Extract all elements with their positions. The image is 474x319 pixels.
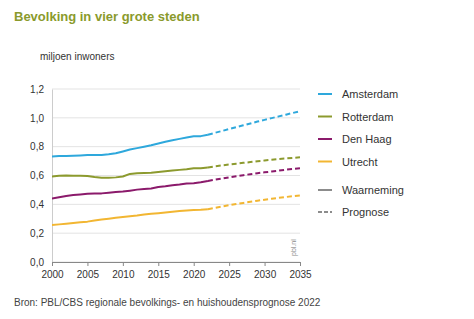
x-tick-label: 2005: [77, 269, 100, 280]
grid-line: [52, 117, 300, 118]
x-tick-mark: [158, 262, 159, 266]
legend-swatch: [318, 189, 332, 191]
grid: [52, 89, 300, 262]
grid-line: [52, 233, 300, 234]
x-tick-label: 2010: [112, 269, 135, 280]
x-axis-line: [53, 263, 301, 267]
legend-label: Den Haag: [342, 133, 392, 145]
series-line: [52, 168, 208, 178]
y-tick: 0,8: [30, 141, 52, 152]
grid-line: [52, 146, 300, 147]
x-axis: 2000 2005 2010 2015 2020 2025 2030 2035: [41, 262, 312, 280]
grid-line: [52, 89, 300, 90]
x-tick: 2015: [148, 262, 171, 280]
legend-swatch: [318, 161, 332, 163]
x-tick-mark: [300, 262, 301, 266]
forecast-line: [208, 168, 300, 181]
y-tick-label: 0,6: [30, 170, 44, 181]
source: Bron: PBL/CBS regionale bevolkings- en h…: [14, 297, 321, 308]
x-tick: 2030: [254, 262, 277, 280]
legend-label: Amsterdam: [342, 88, 398, 100]
y-axis-title: miljoen inwoners: [40, 51, 114, 62]
y-tick-label: 1,0: [30, 113, 44, 124]
x-tick-mark: [123, 262, 124, 266]
x-tick: 2020: [183, 262, 206, 280]
x-tick: 2005: [77, 262, 100, 280]
x-tick-mark: [194, 262, 195, 266]
series-line: [52, 181, 208, 198]
grid-line: [52, 204, 300, 205]
chart: Bevolking in vier grote steden miljoen in…: [0, 0, 474, 319]
x-tick-label: 2000: [41, 269, 64, 280]
legend-swatch: [318, 116, 332, 118]
legend-label: Utrecht: [342, 156, 377, 168]
lines: [52, 111, 300, 225]
y-tick: 0,2: [30, 228, 52, 239]
legend-swatch: [318, 138, 332, 140]
x-tick: 2025: [219, 262, 242, 280]
plot-area: 0,0 0,2 0,4 0,6 0,8 1,0 1,2 2000 2005 2010 2015 202…: [30, 84, 312, 280]
y-tick-label: 0,4: [30, 199, 44, 210]
forecast-line: [208, 111, 300, 134]
x-tick-mark: [87, 262, 88, 266]
legend-label: Rotterdam: [342, 111, 393, 123]
legend-label: Waarneming: [342, 184, 404, 196]
y-tick-label: 0,0: [30, 257, 44, 268]
y-tick: 1,0: [30, 113, 52, 124]
x-tick-label: 2020: [183, 269, 206, 280]
x-tick-mark: [265, 262, 266, 266]
y-tick-label: 1,2: [30, 84, 44, 95]
y-tick: 0,4: [30, 199, 52, 210]
x-tick-label: 2035: [289, 269, 312, 280]
x-tick: 2010: [112, 262, 135, 280]
forecast-line: [208, 157, 300, 167]
annotation: pbl.nl: [290, 239, 298, 256]
y-tick: 1,2: [30, 84, 52, 95]
title: Bevolking in vier grote steden: [14, 9, 200, 24]
x-tick: 2035: [289, 262, 312, 280]
y-tick-label: 0,2: [30, 228, 44, 239]
x-tick-label: 2030: [254, 269, 277, 280]
legend-swatch: [318, 93, 332, 95]
forecast-line: [208, 196, 300, 210]
y-tick-label: 0,8: [30, 141, 44, 152]
y-tick: 0,6: [30, 170, 52, 181]
y-axis: 0,0 0,2 0,4 0,6 0,8 1,0 1,2: [30, 84, 52, 268]
x-tick-mark: [52, 262, 53, 266]
x-tick-label: 2025: [219, 269, 242, 280]
legend-label: Prognose: [342, 206, 389, 218]
x-tick: 2000: [41, 262, 64, 280]
y-tick: 0,0: [30, 257, 52, 268]
legend-swatch: [318, 211, 332, 213]
series-line: [52, 135, 208, 157]
x-tick-label: 2015: [148, 269, 171, 280]
x-tick-mark: [229, 262, 230, 266]
legend: Amsterdam Rotterdam Den Haag Utrecht Waarnem…: [318, 88, 404, 218]
series-line: [52, 209, 208, 225]
